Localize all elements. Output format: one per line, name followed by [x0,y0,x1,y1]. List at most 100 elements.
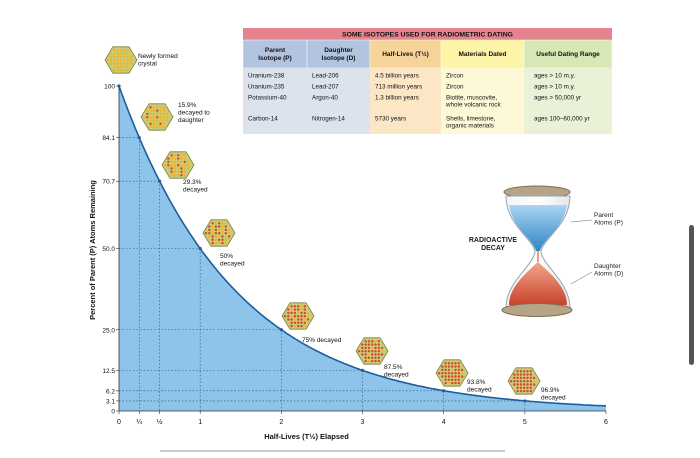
header-cell-1: Daughter Isotope (D) [322,47,356,62]
table-cell-r2c0: Potassium-40 [248,95,287,102]
scrollbar[interactable] [689,225,694,365]
daughter-atom [224,225,227,228]
parent-atom [120,68,123,72]
daughter-atom [167,157,170,160]
daughter-atom [451,381,454,385]
daughter-atom [287,308,290,311]
parent-atom [159,116,162,119]
parent-atom [152,109,156,112]
daughter-atom [218,225,221,228]
isotope-table: SOME ISOTOPES USED FOR RADIOMETRIC DATIN… [242,28,613,134]
annotation-label-5: 87.5% decayed [384,364,409,379]
daughter-atom [297,315,300,318]
parent-atom [218,235,221,238]
parent-atom [306,315,310,318]
daughter-atom [509,380,513,383]
daughter-atom [377,359,380,363]
parent-atom [177,167,180,170]
daughter-atom [516,383,519,386]
parent-atom [221,232,224,235]
daughter-atom [377,353,380,356]
daughter-atom [457,368,460,372]
parent-atom [146,109,149,112]
table-cell-r1c2: 713 million years [375,84,422,91]
crystal-2 [161,151,195,179]
parent-atom [162,109,165,112]
parent-atom [113,49,116,52]
parent-atom [149,116,152,119]
annotation-label-2: 29.3% decayed [183,179,208,194]
parent-atom [156,119,159,122]
parent-atom [371,346,374,350]
daughter-atom [364,346,367,350]
daughter-atom [451,365,454,368]
parent-atom [106,59,110,62]
parent-atom [123,49,126,52]
parent-atom [156,122,159,126]
x-tick-label-0: 0 [117,419,121,426]
daughter-atom [293,305,297,308]
annotation-label-6: 93.8% decayed [467,379,492,394]
daughter-atom [283,315,287,318]
parent-atom [152,106,156,109]
daughter-atom [371,340,374,343]
parent-atom [290,308,293,311]
x-tick-label-3: 1 [198,419,202,426]
parent-atom [173,170,177,173]
daughter-atom [516,376,519,380]
parent-atom [173,160,177,164]
daughter-atoms-label: Daughter Atoms (D) [594,263,623,278]
parent-atom [126,62,129,65]
table-cell-r0c2: 4.5 billion years [375,73,419,80]
parent-atom [162,119,165,122]
daughter-atom [367,343,371,346]
daughter-atom [532,376,536,380]
y-tick-label-1: 3.1 [106,398,115,405]
parent-atom [186,167,190,170]
daughter-atom [519,386,523,389]
parent-atom [214,241,218,245]
daughter-atom [447,362,451,365]
daughter-atom [303,311,306,315]
daughter-atom [367,356,371,359]
table-cell-r1c3: Zircon [446,84,464,91]
daughter-atom [441,365,444,368]
daughter-atom [170,167,173,170]
parent-atom [126,68,129,72]
daughter-atom [523,389,526,393]
header-cell-bg-3 [440,39,525,69]
daughter-atom [361,350,364,353]
daughter-atom [377,340,380,343]
daughter-atom [180,170,183,173]
daughter-atom [290,318,293,321]
parent-atom [162,112,165,116]
x-tick-label-8: 6 [604,419,608,426]
parent-atom [173,164,177,167]
daughter-atom [377,346,380,350]
daughter-atom [364,359,367,363]
daughter-atom [454,362,457,365]
column-bg-1 [307,68,370,134]
parent-atom [126,52,129,55]
daughter-atom [460,368,464,372]
parent-atom [123,68,126,72]
parent-atom [183,170,186,173]
header-cell-bg-0 [242,39,308,69]
daughter-atom [447,372,451,375]
table-cell-r3c0: Carbon-14 [248,116,278,123]
daughter-atom [526,376,529,380]
daughter-atom [371,343,374,346]
daughter-atom [297,305,300,308]
daughter-atom [454,378,457,381]
daughter-atom [303,321,306,324]
daughter-atom [300,315,303,318]
daughter-atom [300,318,303,321]
daughter-atom [218,232,221,235]
parent-atom [183,167,186,170]
daughter-atom [444,375,447,378]
parent-atom [180,157,183,160]
daughter-atom [454,368,457,372]
table-cell-r3c4: ages 100–60,000 yr [534,116,590,123]
parent-atom [173,154,177,157]
parent-atom [211,232,214,235]
